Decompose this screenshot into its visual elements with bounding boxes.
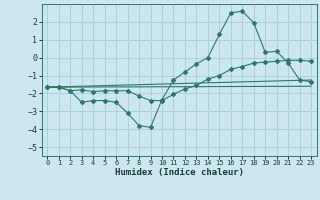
- X-axis label: Humidex (Indice chaleur): Humidex (Indice chaleur): [115, 168, 244, 177]
